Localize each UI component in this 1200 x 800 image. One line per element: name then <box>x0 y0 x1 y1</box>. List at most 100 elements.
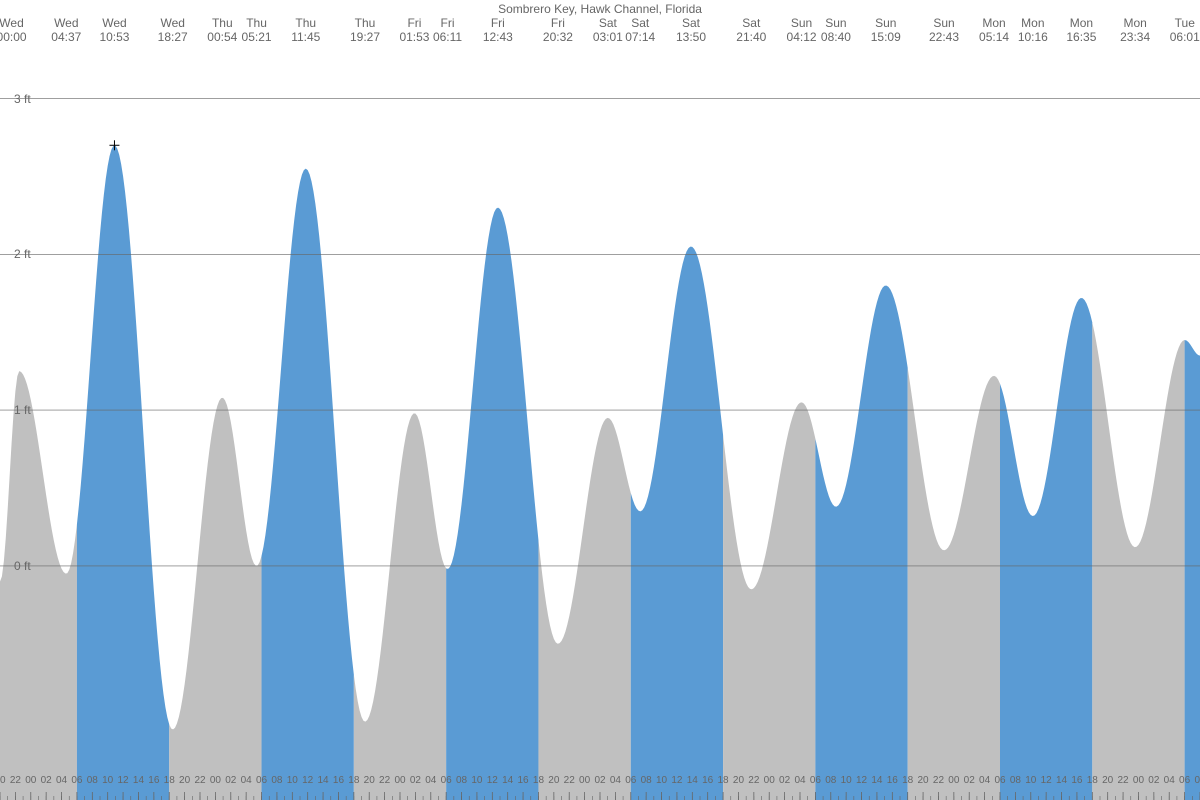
x-axis-hour-label: 08 <box>456 775 467 786</box>
x-axis-hour-label: 06 <box>441 775 452 786</box>
x-axis-hour-label: 16 <box>333 775 344 786</box>
x-axis-hour-label: 08 <box>1010 775 1021 786</box>
x-axis-hour-label: 20 <box>548 775 559 786</box>
x-axis-hour-label: 08 <box>1194 775 1200 786</box>
x-axis-hour-label: 06 <box>1179 775 1190 786</box>
x-axis-hour-label: 18 <box>1087 775 1098 786</box>
x-axis-hour-label: 18 <box>718 775 729 786</box>
x-axis-hour-label: 04 <box>425 775 436 786</box>
tide-time-label: Sat 03:01 <box>593 16 623 45</box>
x-axis-hour-label: 16 <box>518 775 529 786</box>
tide-time-label: Wed 10:53 <box>99 16 129 45</box>
x-axis-hour-label: 06 <box>625 775 636 786</box>
tide-time-label: Fri 20:32 <box>543 16 573 45</box>
tide-time-label: Fri 01:53 <box>399 16 429 45</box>
x-axis-hour-label: 20 <box>918 775 929 786</box>
tide-time-label: Thu 19:27 <box>350 16 380 45</box>
x-axis-hour-label: 20 <box>364 775 375 786</box>
tide-time-label: Sat 13:50 <box>676 16 706 45</box>
x-axis-hour-label: 00 <box>25 775 36 786</box>
x-axis-hour-label: 16 <box>887 775 898 786</box>
y-axis-label: 3 ft <box>14 92 31 106</box>
x-axis-hour-label: 22 <box>564 775 575 786</box>
x-axis-hour-label: 02 <box>964 775 975 786</box>
x-axis-hour-label: 18 <box>164 775 175 786</box>
x-axis-hour-label: 12 <box>671 775 682 786</box>
tide-time-label: Wed 18:27 <box>158 16 188 45</box>
x-axis-hour-label: 10 <box>102 775 113 786</box>
x-axis-hour-label: 00 <box>1133 775 1144 786</box>
x-axis-hour-label: 10 <box>1025 775 1036 786</box>
x-axis-hour-label: 08 <box>271 775 282 786</box>
tide-time-label: Thu 11:45 <box>291 16 320 45</box>
x-axis-hour-label: 00 <box>210 775 221 786</box>
tide-time-label: Tue 06:01 <box>1170 16 1200 45</box>
x-axis-hour-label: 14 <box>1056 775 1067 786</box>
x-axis-hour-label: 20 <box>733 775 744 786</box>
tide-time-label: Mon 16:35 <box>1066 16 1096 45</box>
x-axis-hour-label: 02 <box>779 775 790 786</box>
tide-time-label: Sun 08:40 <box>821 16 851 45</box>
tide-time-label: Wed 04:37 <box>51 16 81 45</box>
x-axis-hour-label: 22 <box>379 775 390 786</box>
x-axis-hour-label: 06 <box>256 775 267 786</box>
tide-time-label: Sat 07:14 <box>625 16 655 45</box>
x-axis-hour-label: 12 <box>302 775 313 786</box>
x-axis-hour-label: 16 <box>148 775 159 786</box>
x-axis-hour-label: 02 <box>410 775 421 786</box>
chart-svg <box>0 0 1200 800</box>
y-axis-label: 0 ft <box>14 559 31 573</box>
x-axis-hour-label: 04 <box>56 775 67 786</box>
x-axis-hour-label: 22 <box>933 775 944 786</box>
x-axis-hour-label: 10 <box>841 775 852 786</box>
tide-time-label: Fri 06:11 <box>433 16 462 45</box>
y-axis-label: 1 ft <box>14 403 31 417</box>
tide-time-label: Sun 15:09 <box>871 16 901 45</box>
x-axis-hour-label: 12 <box>856 775 867 786</box>
x-axis-hour-label: 02 <box>1148 775 1159 786</box>
x-axis-hour-label: 10 <box>656 775 667 786</box>
x-axis-hour-label: 04 <box>979 775 990 786</box>
x-axis-hour-label: 12 <box>487 775 498 786</box>
x-axis-hour-label: 08 <box>87 775 98 786</box>
tide-time-label: Sun 22:43 <box>929 16 959 45</box>
x-axis-hour-label: 02 <box>594 775 605 786</box>
x-axis-hour-label: 14 <box>502 775 513 786</box>
x-axis-hour-label: 06 <box>994 775 1005 786</box>
x-axis-hour-label: 20 <box>179 775 190 786</box>
x-axis-hour-label: 14 <box>318 775 329 786</box>
x-axis-hour-label: 22 <box>194 775 205 786</box>
x-axis-hour-label: 04 <box>241 775 252 786</box>
tide-time-label: Fri 12:43 <box>483 16 513 45</box>
x-axis-hour-label: 18 <box>902 775 913 786</box>
x-axis-hour-label: 14 <box>133 775 144 786</box>
x-axis-hour-label: 04 <box>794 775 805 786</box>
x-axis-hour-label: 08 <box>641 775 652 786</box>
x-axis-hour-label: 14 <box>687 775 698 786</box>
x-axis-hour-label: 00 <box>394 775 405 786</box>
x-axis-hour-label: 18 <box>533 775 544 786</box>
x-axis-hour-label: 18 <box>348 775 359 786</box>
x-axis-hour-label: 20 <box>0 775 6 786</box>
x-axis-hour-label: 12 <box>118 775 129 786</box>
tide-time-label: Thu 00:54 <box>207 16 237 45</box>
y-axis-label: 2 ft <box>14 247 31 261</box>
x-axis-hour-label: 20 <box>1102 775 1113 786</box>
x-axis-hour-label: 10 <box>287 775 298 786</box>
x-axis-hour-label: 00 <box>764 775 775 786</box>
x-axis-hour-label: 04 <box>1164 775 1175 786</box>
x-axis-hour-label: 14 <box>871 775 882 786</box>
tide-time-label: Sun 04:12 <box>787 16 817 45</box>
chart-title: Sombrero Key, Hawk Channel, Florida <box>0 2 1200 16</box>
tide-time-label: Mon 05:14 <box>979 16 1009 45</box>
x-axis-hour-label: 16 <box>1071 775 1082 786</box>
x-axis-hour-label: 00 <box>948 775 959 786</box>
x-axis-hour-label: 08 <box>825 775 836 786</box>
x-axis-hour-label: 00 <box>579 775 590 786</box>
tide-time-label: Thu 05:21 <box>242 16 272 45</box>
x-axis-hour-label: 22 <box>10 775 21 786</box>
tide-time-label: Mon 10:16 <box>1018 16 1048 45</box>
tide-time-label: Sat 21:40 <box>736 16 766 45</box>
x-axis-hour-label: 06 <box>810 775 821 786</box>
x-axis-hour-label: 16 <box>702 775 713 786</box>
